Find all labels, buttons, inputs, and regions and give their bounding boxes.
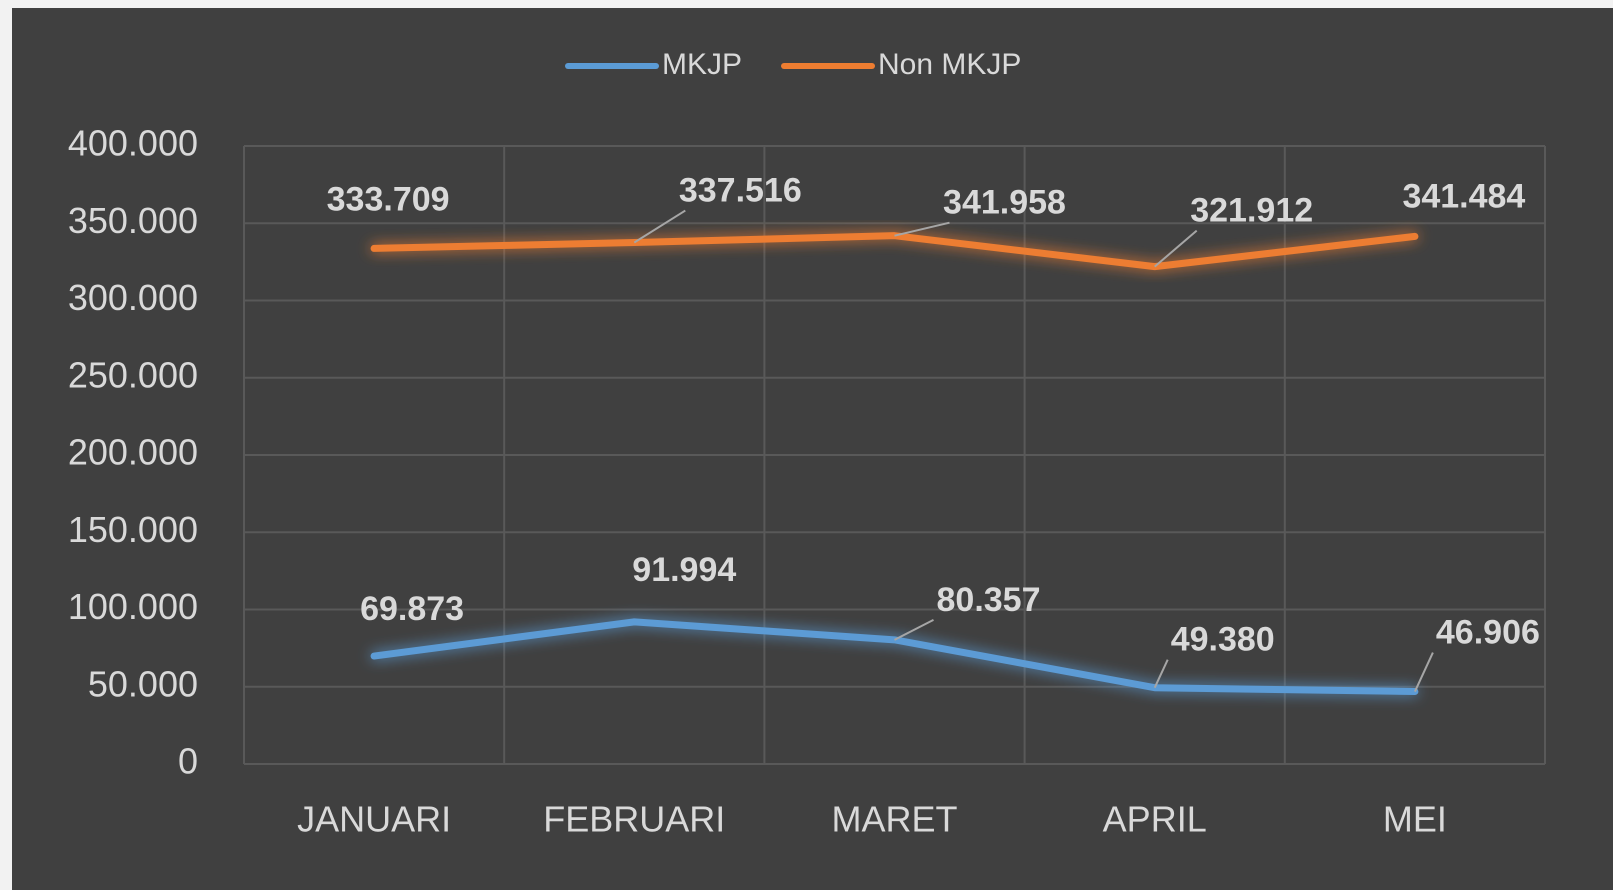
data-label: 80.357	[937, 581, 1041, 619]
data-label: 321.912	[1190, 192, 1313, 230]
y-tick-label: 300.000	[68, 277, 198, 318]
y-tick-label: 50.000	[88, 663, 198, 704]
x-tick-label: FEBRUARI	[543, 799, 725, 840]
x-tick-label: JANUARI	[297, 799, 451, 840]
legend-label: MKJP	[662, 48, 742, 81]
data-label: 91.994	[632, 551, 736, 589]
leader-line	[894, 221, 950, 237]
line-series	[370, 232, 1419, 271]
leader-line	[1153, 659, 1169, 689]
data-label: 49.380	[1171, 621, 1275, 659]
y-tick-label: 150.000	[68, 509, 198, 550]
data-label: 46.906	[1436, 614, 1540, 652]
leader-line	[633, 209, 686, 244]
y-tick-label: 0	[178, 741, 198, 782]
y-tick-label: 250.000	[68, 354, 198, 395]
x-tick-label: APRIL	[1103, 799, 1207, 840]
y-tick-label: 100.000	[68, 586, 198, 627]
chart-background	[12, 8, 1613, 890]
leader-line	[894, 618, 934, 641]
y-tick-label: 400.000	[68, 123, 198, 164]
data-label: 337.516	[679, 172, 802, 210]
data-label: 333.709	[327, 180, 450, 218]
leader-line	[1413, 652, 1434, 692]
data-label: 69.873	[360, 590, 464, 628]
data-label: 341.958	[943, 184, 1066, 222]
y-tick-label: 200.000	[68, 432, 198, 473]
x-tick-label: MARET	[832, 799, 958, 840]
legend-label: Non MKJP	[878, 48, 1021, 81]
data-label: 341.484	[1402, 177, 1525, 215]
x-tick-label: MEI	[1383, 799, 1447, 840]
y-tick-label: 350.000	[68, 200, 198, 241]
leader-line	[1154, 229, 1198, 268]
